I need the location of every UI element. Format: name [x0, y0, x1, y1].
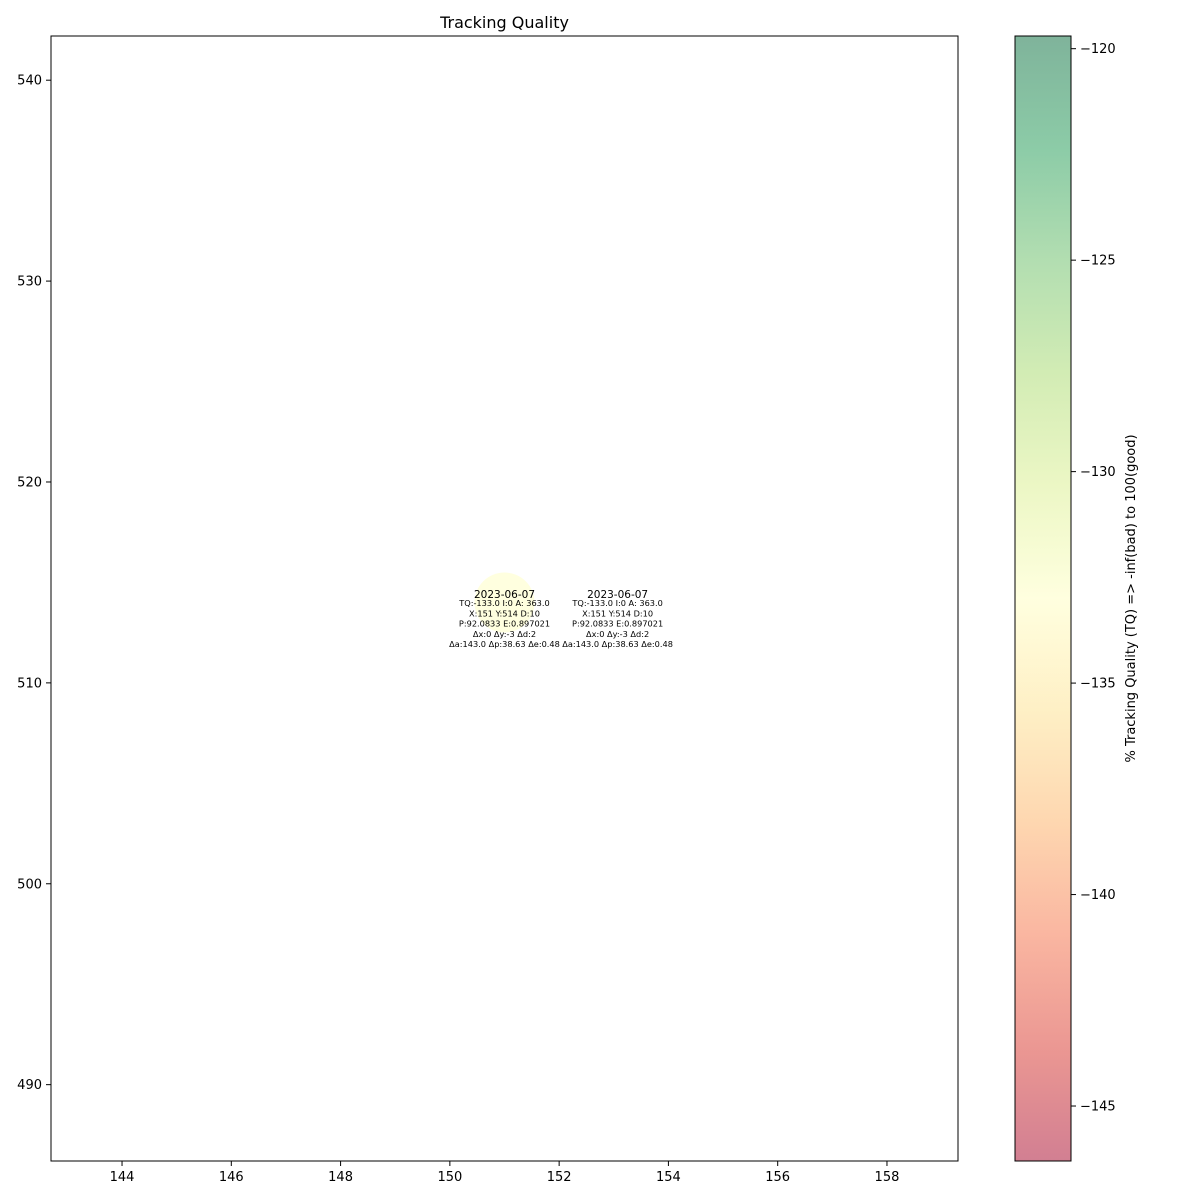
y-tick-label: 490 [17, 1078, 42, 1093]
y-tick-label: 500 [17, 877, 42, 892]
x-tick-label: 150 [437, 1170, 462, 1185]
annotation-line: Δx:0 Δy:-3 Δd:2 [586, 629, 649, 639]
x-tick-label: 144 [110, 1170, 135, 1185]
x-tick-label: 152 [547, 1170, 572, 1185]
annotation-line: TQ:-133.0 I:0 A: 363.0 [571, 598, 662, 608]
colorbar-tick-label: −125 [1080, 254, 1116, 269]
y-tick-label: 510 [17, 676, 42, 691]
annotation-line: Δa:143.0 Δp:38.63 Δe:0.48 [449, 639, 560, 649]
x-tick-label: 146 [219, 1170, 244, 1185]
points-layer [474, 572, 535, 633]
annotation-line: Δx:0 Δy:-3 Δd:2 [473, 629, 536, 639]
annotation-line: X:151 Y:514 D:10 [582, 608, 653, 618]
data-point [474, 572, 535, 633]
annotation-line: X:151 Y:514 D:10 [469, 608, 540, 618]
x-tick-label: 154 [656, 1170, 681, 1185]
annotation-date: 2023-06-07 [587, 589, 648, 601]
colorbar-gradient [1014, 35, 1072, 1162]
x-tick-label: 158 [875, 1170, 900, 1185]
x-axis: 144 146 148 150 152 154 156 158 [110, 1161, 900, 1185]
y-tick-label: 530 [17, 275, 42, 290]
y-tick-label: 520 [17, 475, 42, 490]
colorbar-tick-label: −135 [1080, 677, 1116, 692]
colorbar-tick-label: −140 [1080, 888, 1116, 903]
colorbar-label: % Tracking Quality (TQ) => -inf(bad) to … [1124, 434, 1139, 762]
x-tick-label: 148 [328, 1170, 353, 1185]
y-axis: 490 500 510 520 530 540 [17, 74, 51, 1093]
colorbar: −145 −140 −135 −130 −125 −120 % Tracking Qual… [1014, 35, 1139, 1162]
annotation-line: Δa:143.0 Δp:38.63 Δe:0.48 [562, 639, 673, 649]
colorbar-tick-label: −145 [1080, 1100, 1116, 1115]
colorbar-ticks: −145 −140 −135 −130 −125 −120 [1071, 42, 1116, 1115]
y-tick-label: 540 [17, 74, 42, 89]
chart-title: Tracking Quality [439, 13, 569, 32]
annotation-line: P:92.0833 E:0.897021 [572, 619, 663, 629]
annotation-date: 2023-06-07 [474, 589, 535, 601]
colorbar-tick-label: −130 [1080, 465, 1116, 480]
annotation-line: P:92.0833 E:0.897021 [459, 619, 550, 629]
colorbar-tick-label: −120 [1080, 42, 1116, 57]
annotation-line: TQ:-133.0 I:0 A: 363.0 [458, 598, 549, 608]
x-tick-label: 156 [765, 1170, 790, 1185]
